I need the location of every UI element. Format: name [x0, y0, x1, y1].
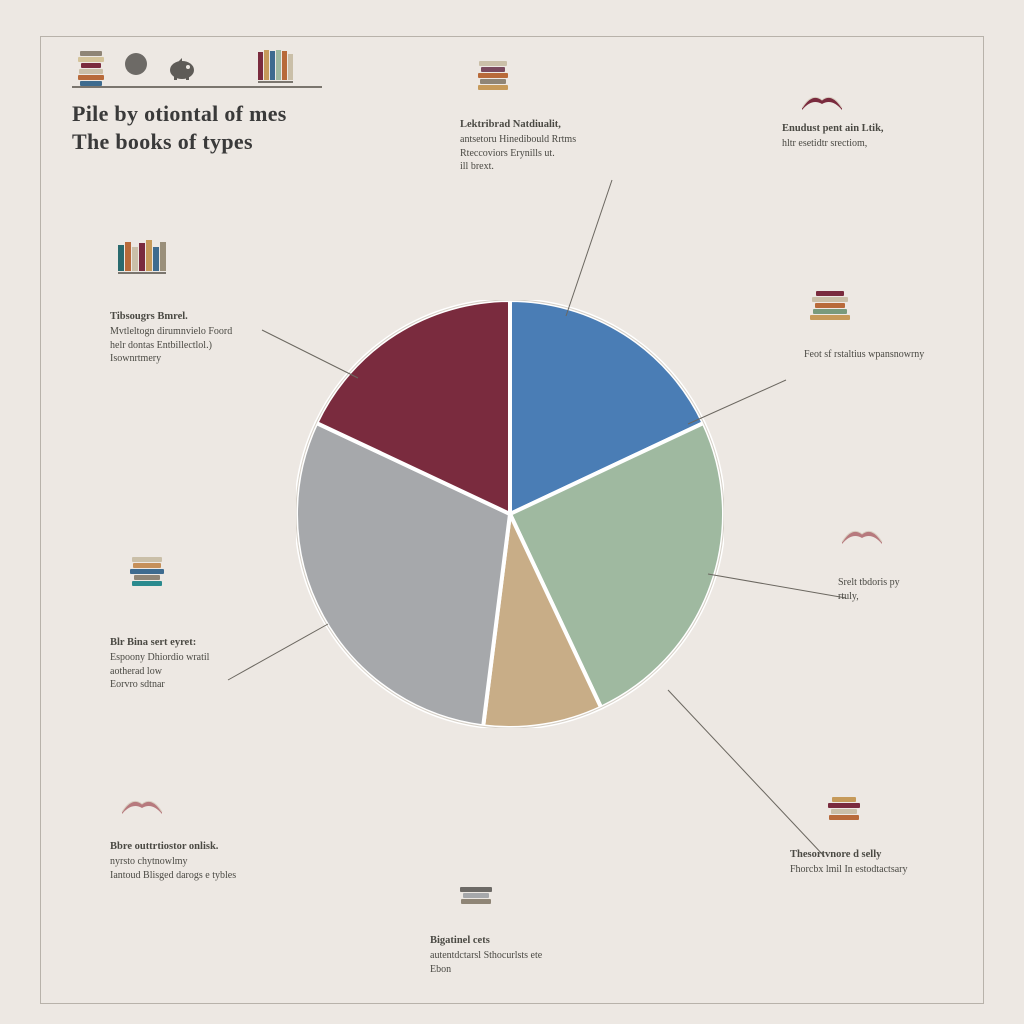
pie-chart [296, 300, 724, 728]
callout-1: Enudust pent ain Ltik,hltr esetidtr srec… [782, 122, 884, 151]
header-book-stack-icon [78, 50, 104, 86]
title-line-1: Pile by otiontal of mes [72, 100, 352, 128]
title-line-2: The books of types [72, 128, 352, 156]
callout-5: Bigatinel cetsautentdctarsl Sthocurlsts … [430, 934, 542, 976]
callout-7: Blr Bina sert eyret:Espoony Dhiordio wra… [110, 636, 209, 692]
book-stack-icon [460, 886, 492, 904]
book-stack-icon [478, 60, 508, 90]
header-shelf-icon [258, 50, 293, 83]
book-stack-icon [130, 556, 164, 586]
book-shelf-icon [118, 240, 166, 274]
callout-3: Srelt tbdoris pyrtuly, [838, 576, 900, 603]
open-book-icon [840, 520, 884, 553]
open-book-icon [800, 86, 844, 119]
callout-8: Tibsougrs Bmrel.Mvtleltogn dirumnvielo F… [110, 310, 232, 366]
callout-4: Thesortvnore d sellyFhorcbx lmil In esto… [790, 848, 907, 877]
header-dot-icon [125, 53, 147, 75]
title-rule [72, 86, 322, 88]
callout-2: Feot sf rstaltius wpansnowrny [804, 348, 924, 362]
chart-title: Pile by otiontal of mes The books of typ… [72, 100, 352, 155]
book-stack-icon [828, 796, 860, 820]
book-stack-icon [810, 290, 850, 320]
open-book-icon [120, 790, 164, 823]
header-piggy-icon [168, 56, 196, 85]
callout-6: Bbre outtrtiostor onlisk.nyrsto chytnowl… [110, 840, 236, 882]
callout-0: Lektribrad Natdiualit,antsetoru Hinedibo… [460, 118, 576, 174]
